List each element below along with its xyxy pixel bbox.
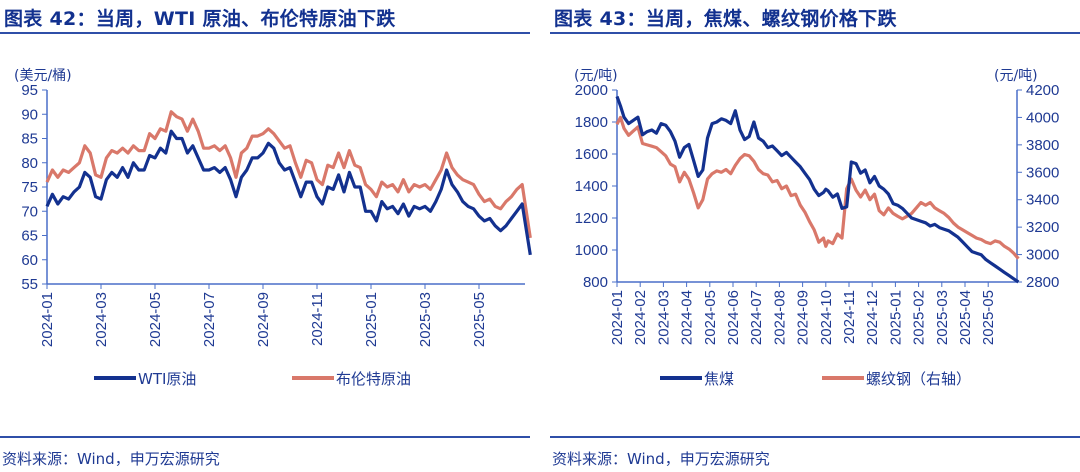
legend-label-wti: WTI原油 <box>138 370 196 388</box>
x-tick-label: 2024-07 <box>201 292 218 347</box>
x-tick-label: 2024-03 <box>93 292 110 347</box>
x-tick-label: 2024-01 <box>39 292 56 347</box>
y-tick-label: 70 <box>21 203 38 220</box>
chart-panel-wti-brent: 图表 42：当周，WTI 原油、布伦特原油下跌 (美元/桶) 55 60 65 70 7… <box>0 0 532 472</box>
axes: 800 1000 1200 1400 1600 1800 2000 2800 3000 3200 3… <box>575 82 1060 345</box>
x-tick-label: 2024-07 <box>748 290 765 345</box>
x-tick-label: 2024-08 <box>771 290 788 345</box>
x-tick-label: 2025-02 <box>911 290 928 345</box>
y-tick-label-right: 3800 <box>1026 137 1059 154</box>
y-tick-label-right: 4200 <box>1026 82 1059 99</box>
plot-lines <box>45 110 532 256</box>
y-tick-label-right: 4000 <box>1026 109 1059 126</box>
y-tick-label-left: 1600 <box>575 146 608 163</box>
y-tick-label: 80 <box>21 155 38 172</box>
chart-title: 图表 43：当周，焦煤、螺纹钢价格下跌 <box>554 8 897 30</box>
x-tick-label: 2024-04 <box>679 290 696 345</box>
y-tick-label: 75 <box>21 179 38 196</box>
legend: 焦煤 螺纹钢（右轴） <box>660 370 971 388</box>
source-note: 资料来源：Wind，申万宏源研究 <box>552 450 770 468</box>
x-tick-label: 2025-04 <box>957 290 974 345</box>
y-tick-label: 55 <box>21 276 38 293</box>
axes: 55 60 65 70 75 80 85 90 95 2024-01 2024-03 2024-05 2… <box>21 82 525 347</box>
y-tick-label-right: 3600 <box>1026 164 1059 181</box>
y-tick-label-right: 3000 <box>1026 247 1059 264</box>
x-tick-label: 2024-10 <box>818 290 835 345</box>
y-tick-label: 85 <box>21 131 38 148</box>
series-line <box>615 95 1020 284</box>
x-tick-label: 2024-09 <box>795 290 812 345</box>
source-note: 资料来源：Wind，申万宏源研究 <box>2 450 220 468</box>
y-tick-label-left: 1200 <box>575 210 608 227</box>
x-tick-label: 2025-01 <box>363 292 380 347</box>
x-tick-label: 2024-12 <box>864 290 881 345</box>
y-tick-label-right: 3400 <box>1026 192 1059 209</box>
chart-panel-coking-coal-rebar: 图表 43：当周，焦煤、螺纹钢价格下跌 (元/吨) (元/吨) 800 1000 1… <box>550 0 1080 472</box>
x-tick-label: 2024-05 <box>147 292 164 347</box>
x-tick-label: 2024-06 <box>725 290 742 345</box>
footer-divider <box>550 436 1080 438</box>
y-axis-unit-label: (美元/桶) <box>14 68 72 84</box>
y-tick-label: 90 <box>21 106 38 123</box>
footer-divider <box>0 436 530 438</box>
x-tick-label: 2024-11 <box>841 290 858 344</box>
series-line <box>45 129 532 256</box>
title-divider <box>550 32 1080 34</box>
legend-label-coking-coal: 焦煤 <box>704 370 734 388</box>
x-tick-label: 2025-05 <box>471 292 488 347</box>
y-tick-label-right: 3200 <box>1026 219 1059 236</box>
series-line <box>45 110 532 239</box>
x-tick-label: 2025-01 <box>887 290 904 345</box>
y-tick-label: 65 <box>21 228 38 245</box>
series-line <box>615 115 1020 260</box>
x-tick-label: 2024-01 <box>609 290 626 345</box>
x-tick-label: 2025-03 <box>417 292 434 347</box>
y-tick-label-left: 1800 <box>575 114 608 131</box>
x-tick-label: 2024-11 <box>309 292 326 346</box>
y-tick-label: 95 <box>21 82 38 99</box>
chart-title: 图表 42：当周，WTI 原油、布伦特原油下跌 <box>4 8 396 30</box>
y-tick-label-left: 800 <box>583 274 608 291</box>
title-divider <box>0 32 530 34</box>
y-tick-label-left: 1000 <box>575 242 608 259</box>
line-chart-coal-rebar: (元/吨) (元/吨) 800 1000 1200 1400 1600 1800 2000 2… <box>574 68 1060 388</box>
x-tick-label: 2024-02 <box>632 290 649 345</box>
x-tick-label: 2025-05 <box>980 290 997 345</box>
y-axis-right-unit-label: (元/吨) <box>994 68 1038 84</box>
x-tick-label: 2024-09 <box>255 292 272 347</box>
y-tick-label-right: 2800 <box>1026 274 1059 291</box>
y-tick-label-left: 2000 <box>575 82 608 99</box>
legend: WTI原油 布伦特原油 <box>94 370 411 388</box>
x-tick-label: 2025-03 <box>934 290 951 345</box>
line-chart-oil: (美元/桶) 55 60 65 70 75 80 85 90 95 2024-01 2024-03 2… <box>14 68 532 388</box>
y-axis-left-unit-label: (元/吨) <box>574 68 618 84</box>
legend-label-rebar: 螺纹钢（右轴） <box>866 370 971 388</box>
y-tick-label: 60 <box>21 252 38 269</box>
legend-label-brent: 布伦特原油 <box>336 370 411 388</box>
y-tick-label-left: 1400 <box>575 178 608 195</box>
plot-lines <box>615 95 1020 284</box>
x-tick-label: 2024-03 <box>655 290 672 345</box>
x-tick-label: 2024-05 <box>702 290 719 345</box>
